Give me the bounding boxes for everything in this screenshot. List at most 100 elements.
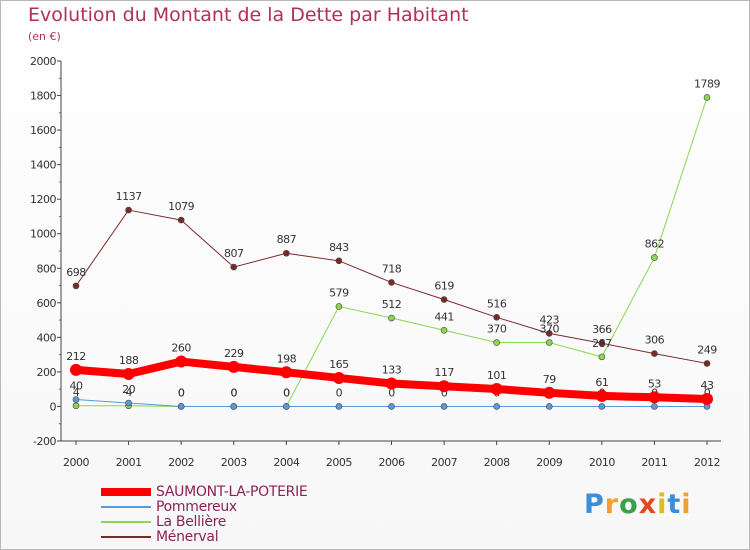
x-tick-label: 2006 — [379, 456, 405, 469]
data-label: 0 — [283, 386, 290, 399]
legend-label: Pommereux — [156, 499, 237, 515]
logo-letter: i — [681, 489, 692, 520]
legend-swatch — [101, 521, 151, 523]
data-label: 198 — [277, 352, 297, 365]
data-label: 0 — [336, 386, 343, 399]
y-tick-label: 1800 — [30, 90, 56, 103]
data-point — [493, 403, 500, 410]
legend-swatch — [101, 488, 151, 496]
data-label: 0 — [704, 386, 711, 399]
data-point — [335, 403, 343, 410]
data-point — [440, 296, 448, 303]
x-tick-label: 2002 — [168, 456, 194, 469]
data-label: 843 — [329, 241, 349, 254]
data-point — [440, 403, 448, 410]
data-label: 862 — [645, 238, 665, 251]
legend-swatch — [101, 506, 151, 508]
logo-letter: i — [657, 489, 668, 520]
data-label: 512 — [382, 298, 402, 311]
y-tick-label: 800 — [37, 262, 57, 275]
series-line — [75, 209, 708, 364]
data-label: 4 — [125, 386, 132, 399]
chart-title: Evolution du Montant de la Dette par Hab… — [28, 4, 469, 26]
x-tick-label: 2010 — [589, 456, 615, 469]
data-label: 249 — [697, 343, 717, 356]
data-point — [175, 355, 188, 368]
data-label: 423 — [540, 313, 560, 326]
data-point — [385, 377, 398, 390]
data-point — [651, 254, 658, 261]
logo-letter: x — [638, 489, 658, 520]
y-tick-label: 200 — [37, 366, 57, 379]
data-label: 260 — [171, 342, 191, 355]
data-label: 619 — [434, 280, 454, 293]
data-label: 101 — [487, 369, 507, 382]
data-point — [595, 389, 608, 402]
data-point — [598, 353, 606, 361]
data-point — [703, 360, 711, 367]
legend-label: Ménerval — [156, 529, 219, 545]
data-label: 0 — [283, 386, 290, 399]
data-point — [598, 403, 606, 410]
data-point — [388, 279, 395, 286]
data-label: 441 — [434, 310, 454, 323]
data-point — [388, 314, 395, 322]
data-point — [651, 403, 658, 410]
data-point — [545, 330, 553, 337]
data-label: 718 — [382, 262, 402, 275]
legend-swatch — [101, 536, 151, 538]
data-point — [125, 206, 132, 214]
x-tick-label: 2011 — [641, 456, 667, 469]
data-point — [543, 386, 556, 399]
data-label: 43 — [701, 379, 714, 392]
data-label: 306 — [645, 334, 665, 347]
y-tick-label: 0 — [50, 400, 57, 413]
y-tick-label: 400 — [37, 331, 57, 344]
data-point — [230, 403, 238, 410]
data-label: 1079 — [168, 200, 194, 213]
legend-label: SAUMONT-LA-POTERIE — [156, 484, 308, 500]
data-point — [440, 326, 448, 334]
data-point — [701, 393, 713, 406]
data-label: 0 — [178, 386, 185, 399]
chart-subtitle: (en €) — [28, 30, 61, 43]
data-point — [122, 367, 135, 380]
data-label: 4 — [73, 386, 80, 399]
y-tick-label: 2000 — [30, 55, 56, 68]
data-point — [545, 403, 553, 410]
data-label: 366 — [592, 323, 612, 336]
data-label: 370 — [487, 323, 507, 336]
data-label: 0 — [388, 386, 395, 399]
y-tick-label: 1400 — [30, 159, 56, 172]
data-label: 579 — [329, 286, 349, 299]
data-label: 287 — [592, 337, 612, 350]
data-point — [72, 396, 80, 403]
data-label: 40 — [70, 380, 83, 393]
data-label: 1789 — [694, 77, 720, 90]
data-point — [335, 303, 343, 310]
logo-letter: P — [584, 489, 605, 520]
logo-letter: r — [604, 489, 620, 520]
data-point — [177, 216, 185, 224]
data-point — [388, 403, 395, 410]
data-label: 133 — [382, 363, 402, 376]
data-label: 698 — [66, 266, 86, 279]
data-point — [283, 249, 290, 257]
data-point — [648, 391, 661, 404]
data-point — [72, 282, 80, 290]
data-point — [72, 402, 80, 410]
data-point — [332, 371, 345, 384]
proxiti-logo: Proxiti — [584, 489, 692, 520]
x-tick-label: 2000 — [63, 456, 89, 469]
data-point — [703, 94, 711, 101]
data-label: 0 — [231, 386, 238, 399]
data-label: 887 — [277, 233, 297, 246]
x-tick-label: 2003 — [221, 456, 247, 469]
data-point — [335, 257, 343, 265]
x-tick-label: 2004 — [273, 456, 299, 469]
data-point — [598, 339, 606, 347]
data-point — [280, 366, 293, 379]
data-point — [283, 403, 290, 410]
